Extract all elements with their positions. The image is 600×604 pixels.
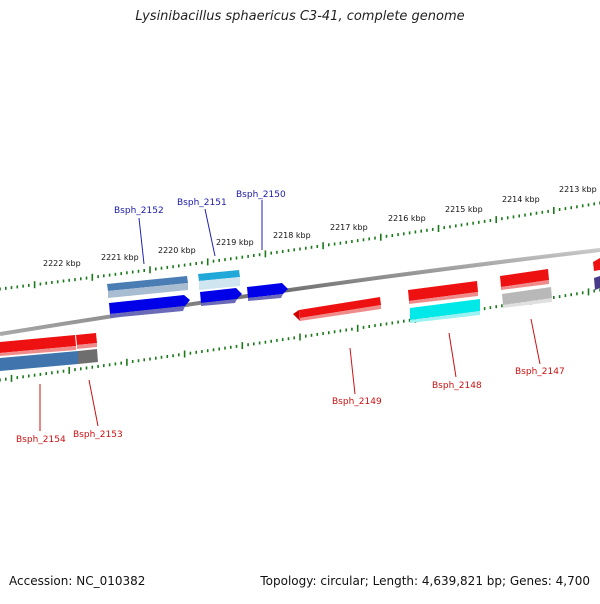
gene-feature-bsph-2148-b[interactable] [410, 299, 480, 323]
scale-label-2221: 2221 kbp [101, 253, 139, 262]
map-title: Lysinibacillus sphaericus C3-41, complet… [135, 9, 465, 24]
scale-label-2215: 2215 kbp [445, 205, 483, 214]
gene-feature-bsph-2150[interactable] [247, 283, 288, 301]
gene-label-bsph-2148[interactable]: Bsph_2148 [432, 381, 482, 391]
gene-feature-bsph-2153[interactable] [76, 333, 97, 349]
upper-scale-ticks [0, 201, 600, 291]
gene-feature-bsph-2152[interactable] [107, 276, 188, 298]
gene-label-bsph-2154[interactable]: Bsph_2154 [16, 435, 66, 445]
scale-label-2222: 2222 kbp [43, 259, 81, 268]
gene-feature-bsph-2154[interactable] [0, 335, 76, 356]
gene-label-bsph-2153[interactable]: Bsph_2153 [73, 430, 123, 440]
gene-label-bsph-2147[interactable]: Bsph_2147 [515, 367, 565, 377]
gene-feature-bsph-2151-b[interactable] [200, 288, 242, 306]
gene-feature-bsph-2149[interactable] [293, 297, 381, 321]
scale-label-2220: 2220 kbp [158, 246, 196, 255]
gene-label-bsph-2152[interactable]: Bsph_2152 [114, 206, 164, 216]
scale-label-2219: 2219 kbp [216, 238, 254, 247]
gene-feature-bsph-2154-b[interactable] [0, 351, 78, 371]
scale-label-2218: 2218 kbp [273, 231, 311, 240]
gene-label-bsph-2150[interactable]: Bsph_2150 [236, 190, 286, 200]
accession-text: Accession: NC_010382 [9, 574, 146, 588]
gene-feature-bsph-2148[interactable] [408, 281, 478, 304]
gene-feature-bsph-2151[interactable] [198, 270, 240, 290]
gene-feature-bsph-2152-b[interactable] [109, 295, 190, 318]
gene-feature-edge-right[interactable] [593, 258, 600, 290]
gene-label-bsph-2151[interactable]: Bsph_2151 [177, 198, 227, 208]
topology-text: Topology: circular; Length: 4,639,821 bp… [260, 574, 590, 588]
scale-label-2217: 2217 kbp [330, 223, 368, 232]
gene-feature-bsph-2147[interactable] [500, 269, 549, 290]
scale-label-2213: 2213 kbp [559, 185, 597, 194]
gene-label-bsph-2149[interactable]: Bsph_2149 [332, 397, 382, 407]
callout-lines [39, 200, 541, 431]
genome-backbone [0, 248, 600, 336]
scale-label-2216: 2216 kbp [388, 214, 426, 223]
gene-feature-bsph-2153-b[interactable] [78, 349, 98, 364]
gene-feature-bsph-2147-b[interactable] [502, 287, 552, 308]
scale-label-2214: 2214 kbp [502, 195, 540, 204]
